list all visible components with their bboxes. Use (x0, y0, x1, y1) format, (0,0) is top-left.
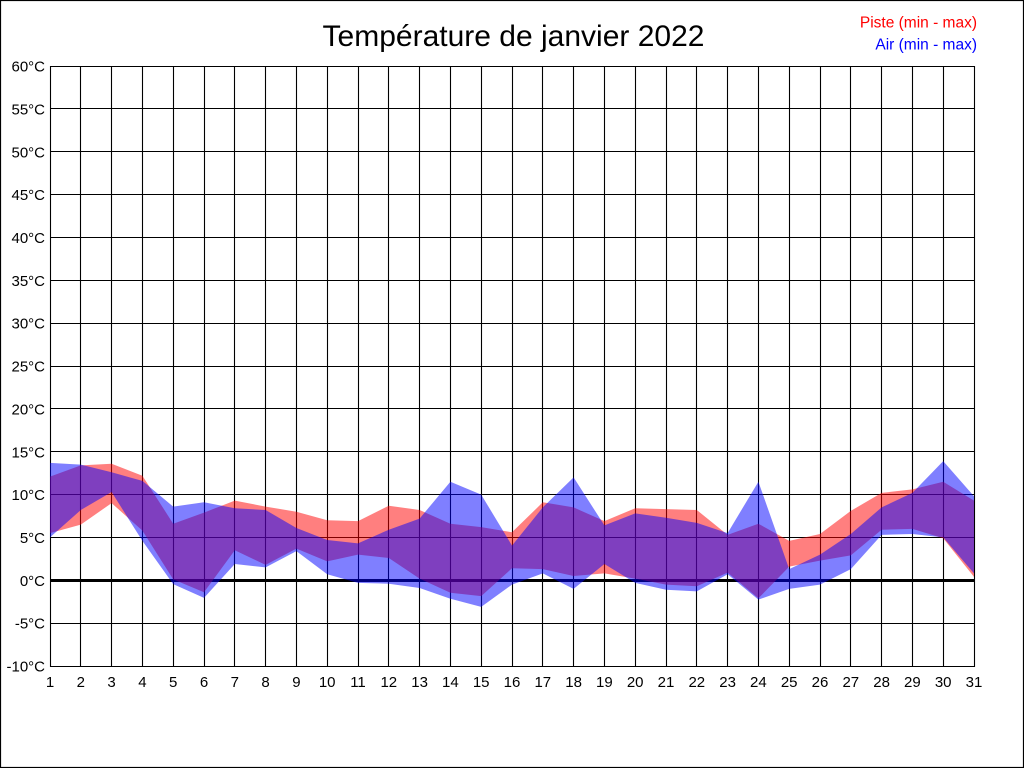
svg-text:-5°C: -5°C (15, 616, 45, 633)
svg-text:24: 24 (750, 674, 767, 691)
svg-text:11: 11 (350, 674, 366, 691)
svg-text:Température de janvier 2022: Température de janvier 2022 (323, 20, 705, 53)
svg-text:5: 5 (169, 674, 177, 691)
svg-text:16: 16 (504, 674, 521, 691)
svg-text:19: 19 (596, 674, 613, 691)
svg-text:50°C: 50°C (11, 144, 45, 161)
svg-text:35°C: 35°C (11, 273, 45, 290)
svg-text:30: 30 (935, 674, 952, 691)
svg-text:3: 3 (107, 674, 115, 691)
svg-text:25°C: 25°C (11, 359, 45, 376)
svg-text:23: 23 (719, 674, 736, 691)
svg-text:26: 26 (812, 674, 829, 691)
svg-text:0°C: 0°C (20, 573, 45, 590)
svg-text:12: 12 (380, 674, 397, 691)
svg-text:1: 1 (46, 674, 54, 691)
svg-text:Piste (min - max): Piste (min - max) (860, 15, 977, 32)
svg-text:-10°C: -10°C (6, 659, 45, 676)
svg-text:10: 10 (319, 674, 336, 691)
svg-text:18: 18 (565, 674, 582, 691)
svg-text:40°C: 40°C (11, 230, 45, 247)
svg-text:9: 9 (292, 674, 300, 691)
svg-text:55°C: 55°C (11, 102, 45, 119)
svg-text:14: 14 (442, 674, 459, 691)
svg-text:4: 4 (138, 674, 146, 691)
svg-text:30°C: 30°C (11, 316, 45, 333)
svg-text:8: 8 (261, 674, 269, 691)
svg-text:Air (min - max): Air (min - max) (875, 37, 977, 54)
svg-text:31: 31 (966, 674, 983, 691)
svg-text:45°C: 45°C (11, 187, 45, 204)
svg-text:29: 29 (904, 674, 921, 691)
svg-text:28: 28 (873, 674, 890, 691)
svg-text:22: 22 (688, 674, 705, 691)
svg-text:27: 27 (842, 674, 859, 691)
svg-text:15: 15 (473, 674, 490, 691)
svg-text:17: 17 (534, 674, 551, 691)
svg-text:20°C: 20°C (11, 402, 45, 419)
svg-text:21: 21 (658, 674, 675, 691)
svg-text:60°C: 60°C (11, 59, 45, 76)
svg-text:10°C: 10°C (11, 487, 45, 504)
svg-text:15°C: 15°C (11, 444, 45, 461)
svg-text:25: 25 (781, 674, 798, 691)
svg-text:20: 20 (627, 674, 644, 691)
svg-text:6: 6 (200, 674, 208, 691)
svg-text:5°C: 5°C (20, 530, 45, 547)
svg-text:13: 13 (411, 674, 428, 691)
svg-text:2: 2 (77, 674, 85, 691)
svg-text:7: 7 (231, 674, 239, 691)
